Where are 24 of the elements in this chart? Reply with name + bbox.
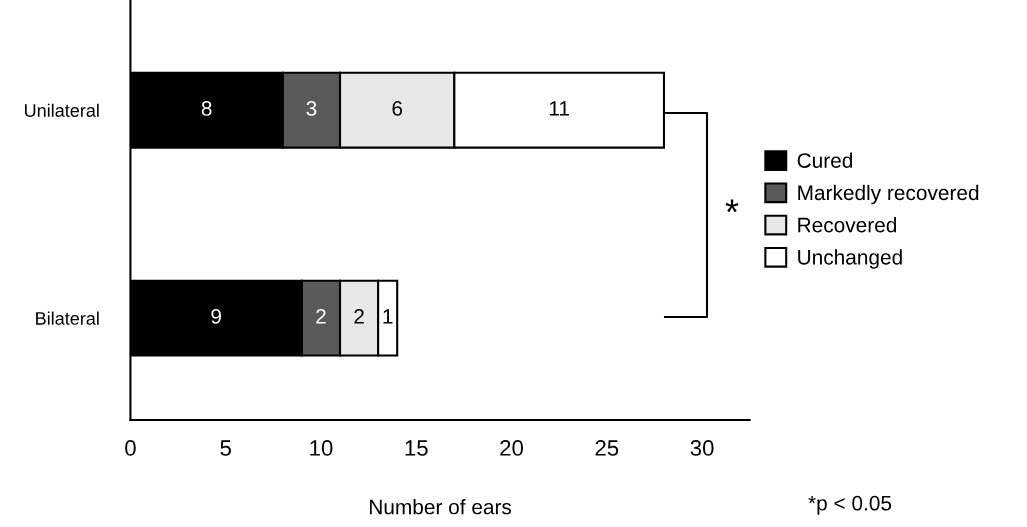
x-tick-label: 5: [220, 440, 231, 456]
data-label: 11: [549, 101, 569, 116]
data-label: 6: [392, 101, 403, 116]
legend-label: Markedly recovered: [798, 184, 979, 205]
text: *p < 0.05: [808, 495, 892, 515]
x-tick-label: 30: [690, 440, 714, 456]
x-tick-label: 25: [595, 440, 619, 456]
x-tick-label: 15: [405, 440, 428, 456]
x-tick-label: 20: [500, 440, 524, 456]
data-label: 2: [316, 308, 326, 324]
y-tick-label: Unilateral: [25, 103, 99, 117]
x-tick-label: 10: [310, 440, 333, 456]
data-label: 1: [383, 309, 393, 324]
x-axis-title: Number of ears: [370, 499, 512, 515]
data-label: 8: [201, 101, 212, 116]
legend-label: Unchanged: [798, 249, 902, 269]
x-tick-label: 0: [125, 440, 136, 456]
data-label: 2: [354, 308, 364, 324]
data-label: 9: [211, 308, 221, 324]
legend-label: Recovered: [798, 217, 897, 233]
y-tick-label: Bilateral: [36, 311, 99, 325]
data-label: 3: [306, 101, 317, 116]
legend-label: Cured: [797, 152, 853, 168]
annotation: *: [725, 199, 739, 213]
